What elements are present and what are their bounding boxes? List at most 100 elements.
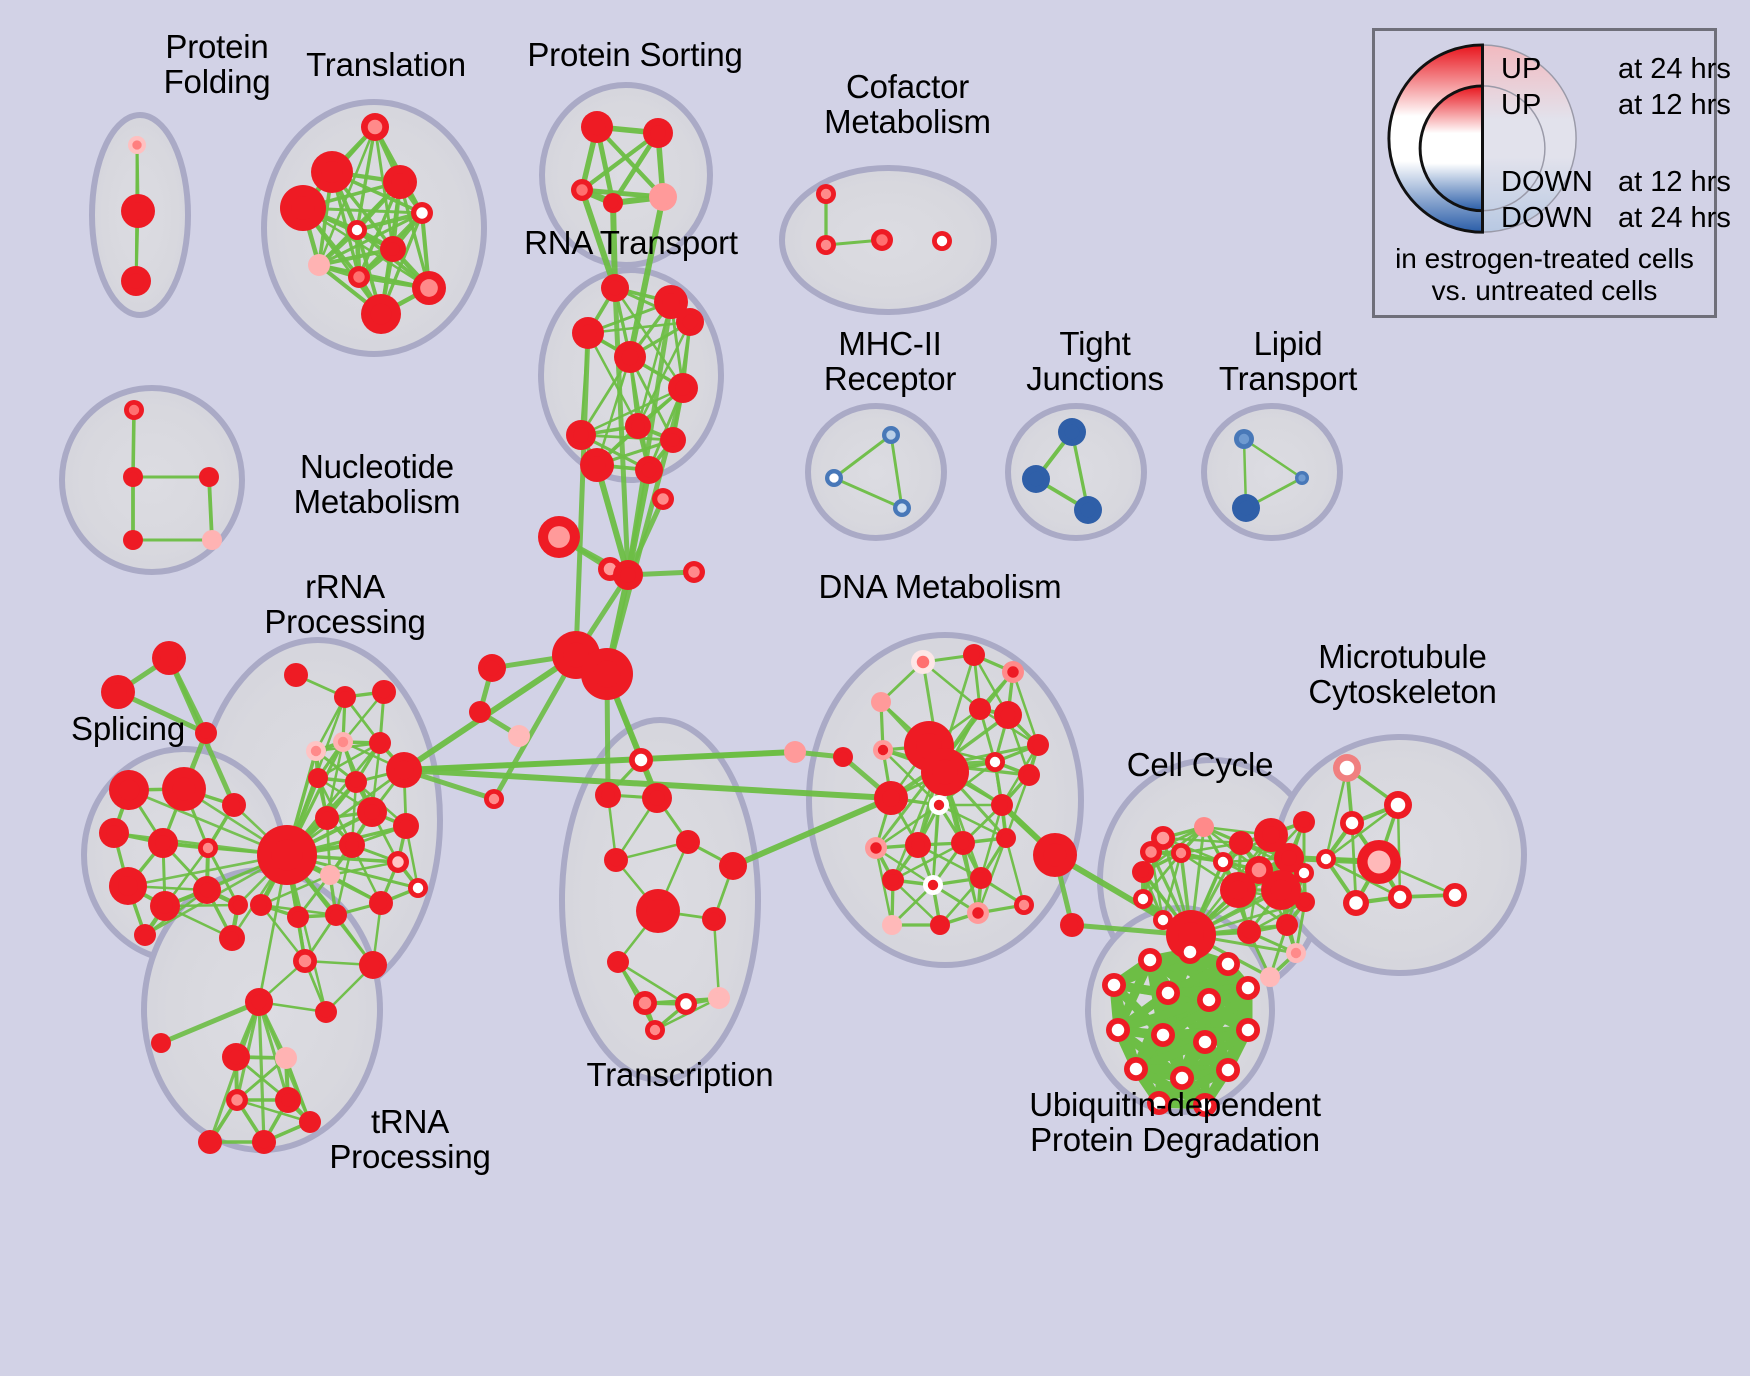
network-node [930, 915, 950, 935]
network-node [361, 294, 401, 334]
network-node [1260, 967, 1280, 987]
network-node [478, 654, 506, 682]
node-inner-disc [1032, 739, 1044, 751]
legend-time-up-12: at 12 hrs [1618, 89, 1731, 121]
node-inner-disc [875, 696, 887, 708]
node-inner-disc [399, 819, 413, 833]
network-node [538, 516, 580, 558]
network-node [1236, 1018, 1260, 1042]
cluster-label-translation: Translation [306, 46, 466, 83]
node-inner-disc [128, 273, 144, 289]
node-inner-disc [106, 825, 122, 841]
node-inner-disc [1065, 918, 1079, 932]
network-node [121, 194, 155, 228]
node-inner-disc [620, 567, 636, 583]
network-node [1343, 890, 1369, 916]
node-inner-disc [996, 799, 1008, 811]
node-inner-disc [271, 839, 303, 871]
node-inner-disc [109, 683, 127, 701]
network-node [932, 231, 952, 251]
network-node [607, 951, 629, 973]
edge [612, 285, 631, 578]
network-node [320, 865, 340, 885]
cluster-label-tight-junctions: Tight Junctions [1026, 325, 1164, 397]
network-node [245, 988, 273, 1016]
network-node [1140, 841, 1162, 863]
node-inner-disc [1111, 1023, 1125, 1037]
edge [976, 836, 1008, 915]
node-inner-disc [548, 526, 570, 548]
node-inner-disc [374, 896, 388, 910]
node-inner-disc [916, 655, 930, 669]
node-inner-disc [882, 789, 900, 807]
network-node [1027, 734, 1049, 756]
edge [1158, 983, 1253, 1040]
node-inner-disc [484, 660, 500, 676]
node-inner-disc [1023, 769, 1035, 781]
network-node [871, 229, 893, 251]
node-inner-disc [155, 1037, 167, 1049]
node-inner-disc [1281, 850, 1297, 866]
node-inner-disc [1345, 816, 1359, 830]
node-inner-disc [339, 691, 351, 703]
node-inner-disc [789, 746, 801, 758]
node-inner-disc [416, 207, 428, 219]
node-inner-disc [934, 919, 946, 931]
node-inner-disc [1198, 821, 1210, 833]
node-inner-disc [933, 799, 945, 811]
node-inner-disc [1161, 986, 1175, 1000]
node-inner-disc [118, 779, 140, 801]
network-node [339, 832, 365, 858]
network-node [1197, 988, 1221, 1012]
network-node [1236, 976, 1260, 1000]
node-inner-disc [886, 919, 898, 931]
network-node [1340, 811, 1364, 835]
network-node [1274, 843, 1304, 873]
node-inner-disc [612, 956, 624, 968]
network-node [571, 179, 593, 201]
node-inner-disc [936, 235, 948, 247]
network-node [581, 648, 633, 700]
network-node [1132, 861, 1154, 883]
network-node [683, 561, 705, 583]
network-node [816, 184, 836, 204]
edge [491, 652, 579, 802]
node-inner-disc [351, 224, 363, 236]
network-node [222, 1043, 250, 1071]
node-inner-disc [1156, 1028, 1170, 1042]
network-node [151, 1033, 171, 1053]
node-inner-disc [1281, 919, 1293, 931]
network-node [1357, 840, 1401, 884]
edge [257, 1000, 290, 1102]
node-inner-disc [200, 727, 212, 739]
node-inner-disc [897, 503, 907, 513]
cluster-label-protein-sorting: Protein Sorting [527, 36, 743, 73]
node-inner-disc [911, 838, 925, 852]
node-inner-disc [1043, 843, 1067, 867]
node-inner-disc [573, 427, 589, 443]
node-inner-disc [621, 348, 639, 366]
node-inner-disc [367, 119, 383, 135]
node-inner-disc [227, 798, 241, 812]
edge [832, 476, 904, 510]
node-inner-disc [155, 835, 171, 851]
network-node [124, 400, 144, 420]
node-inner-disc [1217, 856, 1229, 868]
node-inner-disc [820, 188, 832, 200]
network-node [1033, 833, 1077, 877]
node-inner-disc [607, 280, 623, 296]
node-inner-disc [1390, 797, 1406, 813]
node-inner-disc [593, 660, 621, 688]
network-node [123, 467, 143, 487]
node-inner-disc [1152, 1096, 1166, 1110]
network-node [893, 499, 911, 517]
network-node [372, 680, 396, 704]
network-node [348, 266, 370, 288]
edge [354, 210, 425, 233]
legend-time-up-24: at 24 hrs [1618, 53, 1731, 85]
node-inner-disc [666, 433, 680, 447]
edge [1149, 850, 1165, 922]
node-inner-disc [320, 1006, 332, 1018]
network-node [1286, 943, 1306, 963]
